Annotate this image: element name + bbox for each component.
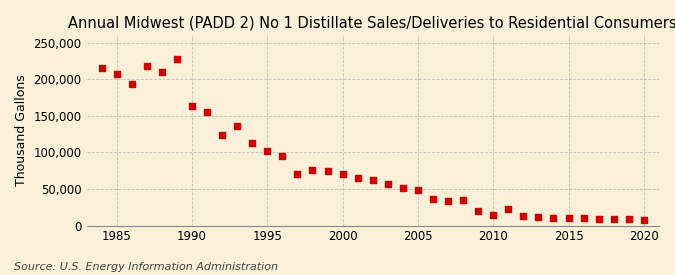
Point — [488, 213, 499, 217]
Point — [639, 218, 649, 222]
Point — [472, 209, 483, 213]
Point — [262, 149, 273, 153]
Point — [171, 57, 182, 61]
Point — [503, 207, 514, 211]
Point — [458, 198, 468, 202]
Point — [578, 216, 589, 221]
Point — [186, 103, 197, 108]
Title: Annual Midwest (PADD 2) No 1 Distillate Sales/Deliveries to Residential Consumer: Annual Midwest (PADD 2) No 1 Distillate … — [68, 15, 675, 30]
Point — [157, 70, 167, 74]
Point — [427, 196, 438, 201]
Point — [608, 217, 619, 221]
Point — [97, 66, 107, 70]
Text: Source: U.S. Energy Information Administration: Source: U.S. Energy Information Administ… — [14, 262, 277, 272]
Point — [141, 64, 152, 68]
Point — [443, 199, 454, 204]
Point — [247, 141, 258, 145]
Point — [533, 215, 544, 219]
Point — [398, 186, 408, 191]
Point — [126, 82, 137, 87]
Point — [593, 217, 604, 221]
Point — [111, 72, 122, 76]
Point — [367, 177, 378, 182]
Point — [352, 176, 363, 180]
Point — [202, 110, 213, 114]
Point — [232, 124, 242, 128]
Point — [412, 188, 423, 192]
Point — [307, 168, 318, 172]
Point — [277, 154, 288, 158]
Point — [518, 214, 529, 218]
Point — [563, 215, 574, 220]
Point — [292, 172, 303, 176]
Point — [217, 133, 227, 137]
Point — [382, 182, 393, 186]
Point — [322, 169, 333, 174]
Y-axis label: Thousand Gallons: Thousand Gallons — [15, 75, 28, 186]
Point — [624, 217, 634, 221]
Point — [338, 172, 348, 177]
Point — [548, 215, 559, 220]
